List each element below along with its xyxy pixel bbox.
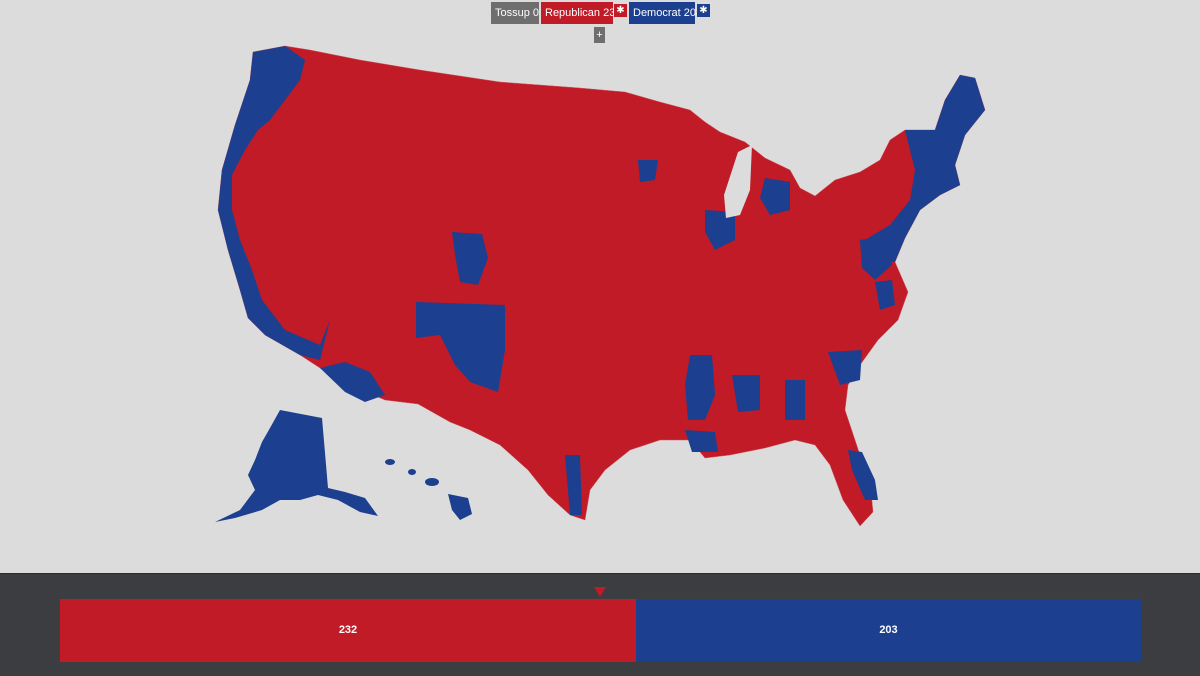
great-lakes-dem-districts[interactable] (705, 210, 735, 250)
district-map[interactable] (0, 0, 1200, 570)
republican-total-bar: 232 (60, 599, 636, 662)
majority-marker-triangle-down-icon (594, 587, 606, 597)
west-coast-dem-districts[interactable] (218, 46, 330, 360)
carolina-dem-districts[interactable] (828, 350, 862, 385)
southwest-dem-districts[interactable] (320, 362, 385, 402)
democrat-total-bar: 203 (636, 599, 1141, 662)
florida-dem-districts[interactable] (848, 450, 878, 500)
hawaii-shape[interactable] (385, 459, 472, 520)
lower-48-states[interactable] (217, 45, 986, 527)
party-legend: Tossup 0 Republican 232 ✱ Democrat 203 ✱… (0, 2, 1200, 46)
tossup-count-button[interactable]: Tossup 0 (491, 2, 539, 24)
georgia-dem-districts[interactable] (785, 380, 805, 420)
democrat-count-button[interactable]: Democrat 203 (629, 2, 702, 24)
mississippi-dem-districts[interactable] (685, 355, 715, 420)
add-party-plus-icon[interactable]: + (594, 27, 605, 43)
minnesota-dem-districts[interactable] (638, 160, 658, 182)
louisiana-dem-districts[interactable] (685, 430, 718, 452)
new-mexico-dem-districts[interactable] (416, 302, 505, 392)
colorado-dem-districts[interactable] (452, 232, 488, 285)
alabama-dem-districts[interactable] (732, 375, 760, 412)
republican-count-button[interactable]: Republican 232 (541, 2, 621, 24)
northeast-dem-districts[interactable] (868, 75, 985, 262)
texas-dem-districts[interactable] (565, 455, 582, 515)
contiguous-us-shape[interactable] (217, 45, 986, 527)
democrat-settings-gear-icon[interactable]: ✱ (697, 4, 710, 17)
mid-atlantic-dem-districts[interactable] (860, 236, 892, 280)
lake-michigan (724, 145, 752, 218)
seat-totals-panel: 232 203 (0, 573, 1200, 676)
republican-settings-gear-icon[interactable]: ✱ (614, 4, 627, 17)
alaska-shape[interactable] (215, 410, 378, 522)
virginia-dem-districts[interactable] (875, 280, 895, 310)
michigan-dem-districts[interactable] (760, 178, 790, 215)
